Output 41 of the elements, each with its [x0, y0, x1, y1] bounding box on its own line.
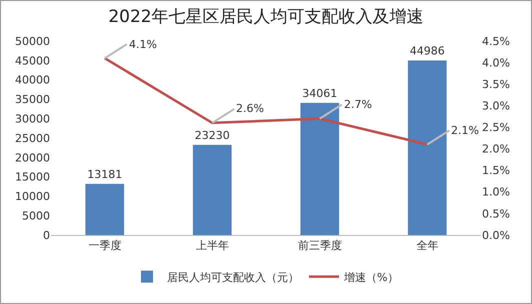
y2-tick-label: 4.5%: [482, 34, 510, 48]
y2-tick-label: 4.0%: [482, 56, 510, 70]
chart-title: 2022年七星区居民人均可支配收入及增速: [108, 6, 424, 27]
bar: [408, 60, 447, 235]
y-tick-label: 5000: [22, 209, 50, 222]
y-tick-label: 25000: [15, 132, 50, 145]
data-label: 13181: [87, 168, 122, 181]
data-label: 2.1%: [451, 124, 479, 137]
data-label: 34061: [302, 86, 338, 100]
line-series: [104, 56, 428, 146]
legend-label: 增速（%）: [343, 270, 398, 284]
y-tick-label: 35000: [15, 93, 50, 106]
y-tick-label: 0: [43, 228, 50, 242]
data-label: 44986: [410, 44, 445, 58]
x-tick-label: 上半年: [196, 239, 229, 252]
y-tick-label: 45000: [15, 54, 50, 68]
data-label: 4.1%: [129, 38, 157, 51]
y2-tick-label: 1.5%: [482, 164, 510, 178]
bar: [192, 144, 232, 235]
y2-tick-label: 1.0%: [482, 186, 510, 199]
y-tick-label: 30000: [15, 112, 50, 126]
x-tick-label: 全年: [416, 239, 438, 252]
y-tick-label: 40000: [15, 74, 50, 87]
y2-tick-label: 0.5%: [482, 207, 510, 220]
x-tick-label: 前三季度: [298, 239, 342, 252]
y-tick-label: 20000: [15, 151, 50, 164]
x-tick-label: 一季度: [88, 239, 122, 252]
y2-tick-label: 2.0%: [482, 142, 510, 156]
y-tick-label: 10000: [15, 190, 50, 204]
bar: [300, 102, 340, 235]
legend-label: 居民人均可支配收入（元）: [167, 270, 299, 284]
y2-tick-label: 3.5%: [482, 78, 510, 91]
data-label: 2.7%: [344, 98, 372, 111]
y2-tick-label: 2.5%: [482, 121, 510, 134]
data-label: 23230: [194, 128, 230, 142]
y-tick-label: 50000: [15, 34, 50, 48]
y-tick-label: 15000: [15, 170, 50, 184]
bar: [85, 184, 124, 235]
data-label: 2.6%: [236, 102, 264, 115]
y2-tick-label: 3.0%: [482, 100, 510, 113]
y2-tick-label: 0.0%: [482, 228, 510, 242]
